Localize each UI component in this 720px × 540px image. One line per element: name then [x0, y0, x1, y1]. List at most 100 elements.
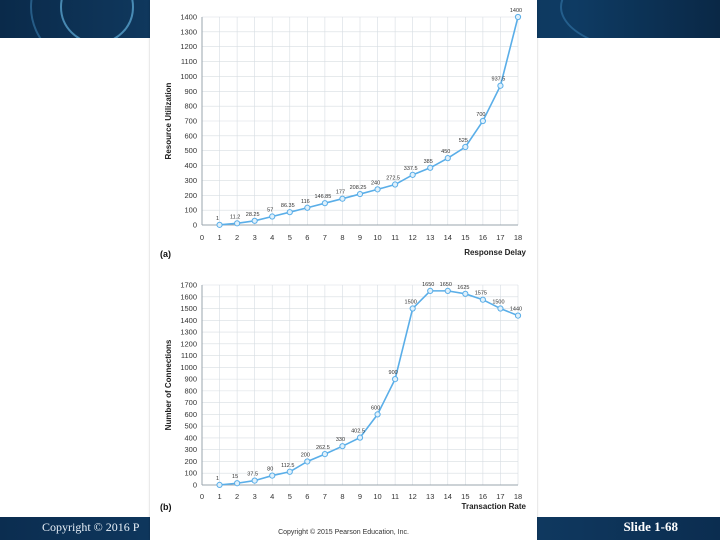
chart-2-panel-label: (b) [160, 502, 172, 512]
chart-2-data-point [462, 290, 469, 297]
chart-1-data-label: 177 [336, 190, 345, 196]
figure-copyright: Copyright © 2015 Pearson Education, Inc. [278, 529, 409, 536]
chart-1-x-tick-label: 9 [358, 233, 362, 242]
chart-2-data-label: 200 [301, 452, 310, 458]
chart-2-data-label: 1 [216, 476, 219, 482]
chart-2-data-point [497, 305, 504, 312]
chart-2-x-tick-label: 2 [235, 492, 239, 501]
chart-1-data-point [234, 220, 241, 227]
chart-2-data-point [269, 472, 276, 479]
chart-2-data-point [427, 287, 434, 294]
chart-2-y-tick-label: 1700 [180, 281, 197, 290]
chart-1-x-tick-label: 8 [340, 233, 344, 242]
chart-2-data-point [356, 434, 364, 441]
chart-1-data-label: 450 [441, 149, 450, 155]
chart-2-x-tick-label: 7 [323, 492, 327, 501]
chart-2-x-tick-label: 1 [217, 492, 221, 501]
chart-2-data-point [304, 458, 311, 465]
chart-2-data-label: 1440 [510, 307, 522, 313]
chart-2-y-tick-label: 700 [184, 398, 197, 407]
chart-1-x-tick-label: 6 [305, 233, 309, 242]
chart-2-data-point [514, 312, 522, 319]
chart-2-x-tick-label: 14 [444, 492, 452, 501]
chart-2-x-tick-label: 12 [408, 492, 416, 501]
chart-1-y-tick-label: 1400 [180, 13, 197, 22]
banner-decoration-ring [560, 0, 720, 38]
chart-1-data-label: 937.5 [492, 77, 506, 83]
chart-1-x-tick-label: 11 [391, 233, 399, 242]
chart-1-data-label: 28.25 [246, 212, 260, 218]
chart-2-y-tick-label: 0 [193, 481, 197, 490]
chart-2-y-tick-label: 1200 [180, 339, 197, 348]
chart-2-data-label: 330 [336, 437, 345, 443]
chart-1-data-point [374, 186, 381, 193]
chart-2-x-tick-label: 9 [358, 492, 362, 501]
chart-1-data-point [427, 164, 434, 171]
chart-2-data-point [444, 287, 451, 294]
chart-1-x-tick-label: 15 [461, 233, 469, 242]
chart-1-data-label: 1400 [510, 8, 522, 14]
chart-1-data-point [514, 13, 522, 21]
chart-2-x-tick-label: 15 [461, 492, 469, 501]
chart-2-data-label: 262.5 [316, 445, 330, 451]
chart-1-y-tick-label: 700 [184, 117, 197, 126]
chart-2-y-tick-label: 500 [184, 422, 197, 431]
chart-1-data-label: 57 [267, 208, 273, 214]
chart-1-data-label: 385 [424, 159, 433, 165]
chart-2-data-label: 1625 [457, 285, 469, 291]
slide-number: Slide 1-68 [623, 519, 678, 534]
chart-1-x-tick-label: 12 [408, 233, 416, 242]
chart-1-data-label: 525 [459, 138, 468, 144]
chart-1-data-label: 240 [371, 180, 380, 186]
footer-copyright: Copyright © 2016 P [42, 520, 140, 534]
chart-1-x-tick-label: 13 [426, 233, 434, 242]
chart-2-data-point [251, 477, 258, 484]
chart-1-data-label: 11.2 [230, 214, 240, 220]
chart-2-x-tick-label: 0 [200, 492, 204, 501]
chart-1-data-point [497, 82, 504, 89]
chart-1-y-tick-label: 400 [184, 161, 197, 170]
chart-1-data-point [409, 171, 416, 178]
chart-2-y-tick-label: 1100 [181, 351, 197, 360]
chart-1-data-point [251, 217, 258, 224]
chart-2-data-point [409, 305, 416, 312]
chart-2-y-tick-label: 1300 [180, 328, 197, 337]
chart-2-data-label: 37.5 [247, 472, 258, 478]
chart-1-data-point [216, 221, 223, 228]
chart-1-x-tick-label: 2 [235, 233, 239, 242]
chart-1-y-tick-label: 900 [184, 87, 197, 96]
chart-1-x-tick-label: 4 [270, 233, 274, 242]
chart-2-x-tick-label: 8 [340, 492, 344, 501]
chart-1-data-label: 86.35 [281, 203, 295, 209]
chart-2-y-tick-label: 1000 [180, 363, 197, 372]
chart-2-y-tick-label: 100 [184, 469, 197, 478]
chart-2-y-axis-label: Number of Connections [164, 339, 173, 430]
chart-1-x-tick-label: 1 [217, 233, 221, 242]
chart-1-y-tick-label: 100 [184, 206, 197, 215]
chart-1-data-label: 337.5 [404, 166, 418, 172]
chart-1-x-tick-label: 17 [496, 233, 504, 242]
chart-1-x-tick-label: 5 [288, 233, 292, 242]
chart-1-data-label: 1 [216, 216, 219, 222]
chart-2-y-tick-label: 600 [184, 410, 197, 419]
chart-1-y-tick-label: 1200 [180, 42, 197, 51]
chart-2-x-axis-label: Transaction Rate [462, 502, 527, 511]
chart-1-data-point [286, 209, 293, 216]
chart-1-data-point [392, 181, 399, 188]
chart-1-y-axis-label: Resource Utilization [164, 82, 173, 159]
chart-2-x-tick-label: 18 [514, 492, 522, 501]
chart-2-x-tick-label: 10 [373, 492, 381, 501]
chart-1-y-tick-label: 200 [184, 191, 197, 200]
chart-2-data-label: 112.5 [281, 463, 294, 469]
chart-2-y-tick-label: 800 [184, 386, 197, 395]
charts-canvas: 0100200300400500600700800900100011001200… [160, 8, 527, 512]
chart-1-x-tick-label: 14 [444, 233, 452, 242]
chart-2-y-tick-label: 200 [184, 457, 197, 466]
chart-2-data-point [374, 411, 381, 418]
chart-1-x-tick-label: 3 [253, 233, 257, 242]
chart-1-data-point [269, 213, 276, 220]
chart-1-y-tick-label: 600 [184, 131, 197, 140]
chart-2-y-tick-label: 400 [184, 433, 197, 442]
chart-2-data-label: 402.5 [351, 429, 365, 435]
chart-1-y-tick-label: 300 [184, 176, 197, 185]
